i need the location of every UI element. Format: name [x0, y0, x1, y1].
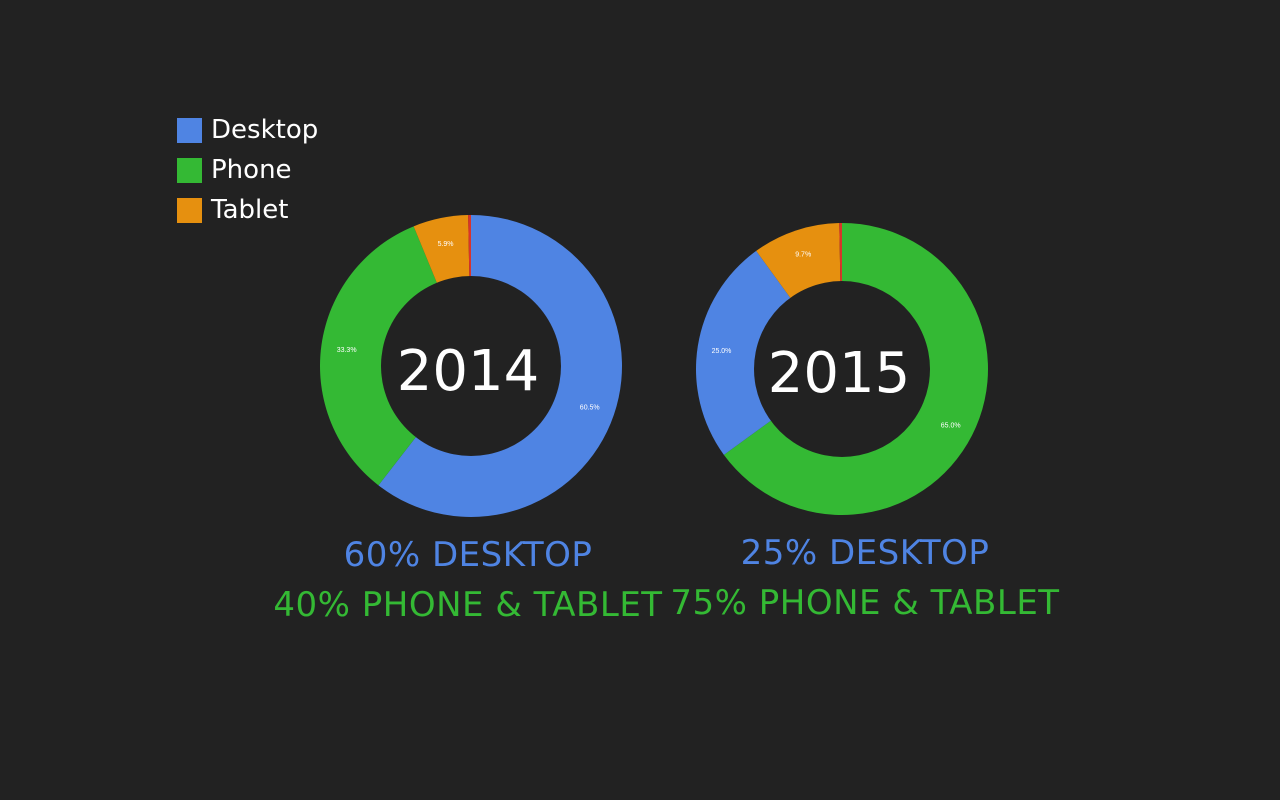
slice-label-desktop: 25.0% — [712, 348, 732, 355]
slice-label-tablet: 5.9% — [438, 241, 454, 248]
donut-chart-2015: 65.0% 25.0% 9.7% 2015 — [696, 223, 988, 515]
slice-label-phone: 33.3% — [337, 347, 357, 354]
legend-label-desktop: Desktop — [211, 115, 319, 145]
slice-label-phone: 65.0% — [941, 422, 961, 429]
slice-label-tablet: 9.7% — [795, 251, 811, 258]
legend-swatch-tablet — [177, 198, 202, 223]
caption-2014-phone-tablet: 40% PHONE & TABLET — [273, 585, 663, 625]
legend-swatch-phone — [177, 158, 202, 183]
caption-2015: 25% DESKTOP 75% PHONE & TABLET — [615, 528, 1115, 628]
caption-2014: 60% DESKTOP 40% PHONE & TABLET — [218, 530, 718, 630]
caption-2015-desktop: 25% DESKTOP — [740, 533, 990, 573]
caption-2015-phone-tablet: 75% PHONE & TABLET — [670, 583, 1060, 623]
legend-label-phone: Phone — [211, 155, 292, 185]
slice-label-desktop: 60.5% — [580, 405, 600, 412]
donut-chart-2014: 60.5% 33.3% 5.9% 2014 — [320, 215, 622, 517]
chart-title-year: 2015 — [768, 341, 911, 406]
legend-swatch-desktop — [177, 118, 202, 143]
legend-label-tablet: Tablet — [211, 195, 289, 225]
donut-hole — [381, 276, 561, 456]
chart-title-year: 2014 — [397, 339, 540, 404]
donut-hole — [754, 281, 930, 457]
caption-2014-desktop: 60% DESKTOP — [343, 535, 593, 575]
